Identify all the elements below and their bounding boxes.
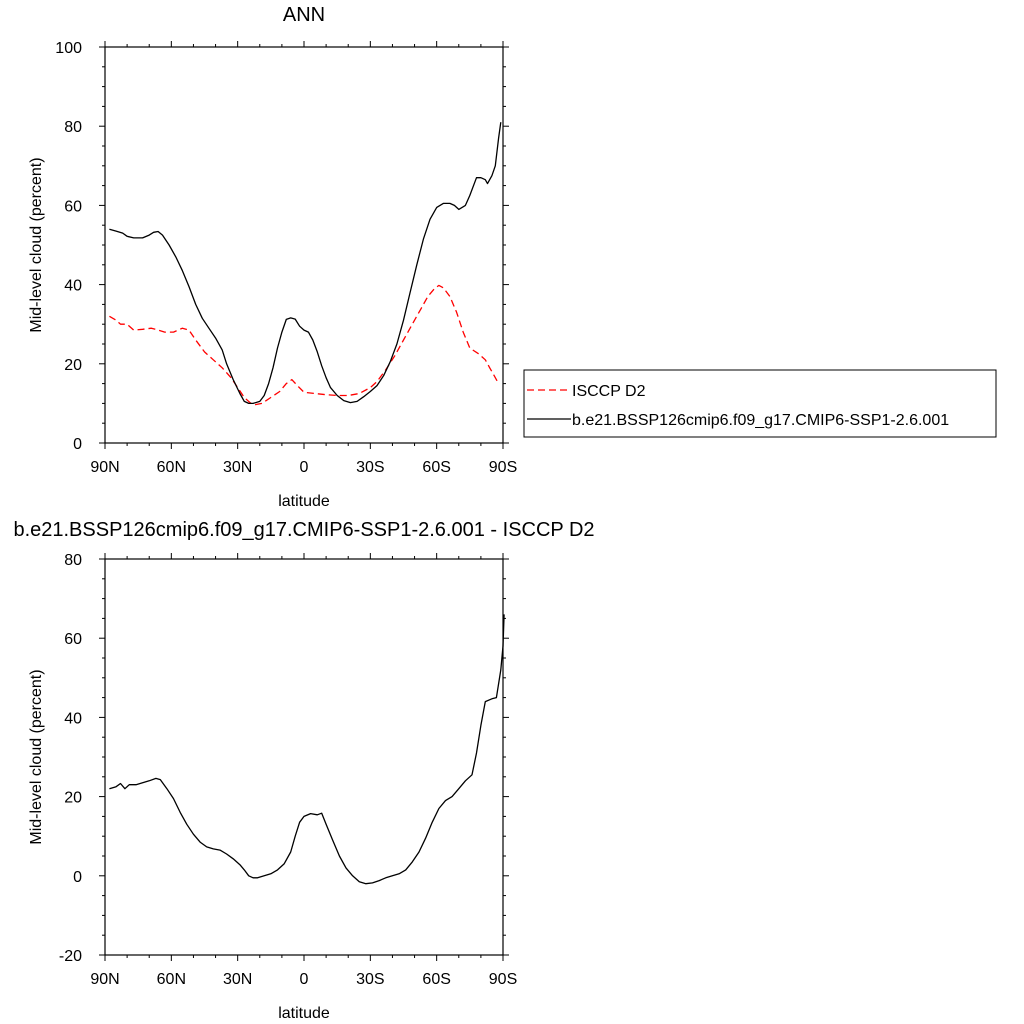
x-tick-label: 30S [356,459,384,476]
series-line-model [109,122,502,405]
x-tick-label: 0 [300,459,309,476]
series-line-model [109,614,505,885]
x-tick-label: 60N [157,459,186,476]
series-line-isccp [109,284,500,406]
chart-title: ANN [283,4,325,26]
x-tick-label: 60S [422,971,450,988]
legend-box [523,369,997,438]
chart-title: b.e21.BSSP126cmip6.f09_g17.CMIP6-SSP1-2.… [13,519,594,541]
legend-label-model: b.e21.BSSP126cmip6.f09_g17.CMIP6-SSP1-2.… [572,412,949,429]
y-tick-label: 60 [64,198,82,215]
y-tick-label: 60 [64,631,82,648]
x-tick-label: 30N [223,971,252,988]
y-tick-label: 100 [55,40,82,57]
x-tick-label: 30S [356,971,384,988]
y-tick-label: 0 [73,869,82,886]
y-tick-label: 80 [64,552,82,569]
x-tick-label: 90S [489,971,517,988]
x-tick-label: 0 [300,971,309,988]
y-tick-label: 40 [64,710,82,727]
y-axis-label: Mid-level cloud (percent) [28,157,45,332]
x-axis-label: latitude [278,493,330,510]
y-tick-label: 20 [64,790,82,807]
x-tick-label: 90N [90,459,119,476]
y-tick-label: 0 [73,436,82,453]
x-tick-label: 60S [422,459,450,476]
legend-label-isccp: ISCCP D2 [572,383,646,400]
y-tick-label: -20 [59,948,82,965]
legend: ISCCP D2 b.e21.BSSP126cmip6.f09_g17.CMIP… [523,369,997,438]
plot-area: 90N 60N 30N 0 30S 60S 90S 0 20 40 60 80 100 [55,40,517,476]
panel-top-chart: ANN Mid-level cloud (percent) latitude 9… [28,4,997,510]
y-tick-label: 80 [64,119,82,136]
panel-bottom-chart: b.e21.BSSP126cmip6.f09_g17.CMIP6-SSP1-2.… [13,519,594,1022]
x-tick-label: 90S [489,459,517,476]
y-axis-label: Mid-level cloud (percent) [28,669,45,844]
y-tick-label: 40 [64,278,82,295]
x-axis-label: latitude [278,1005,330,1022]
x-tick-label: 90N [90,971,119,988]
x-tick-label: 60N [157,971,186,988]
x-tick-label: 30N [223,459,252,476]
plot-area: 90N 60N 30N 0 30S 60S 90S -20 0 20 40 60 80 [59,552,517,988]
y-tick-label: 20 [64,357,82,374]
